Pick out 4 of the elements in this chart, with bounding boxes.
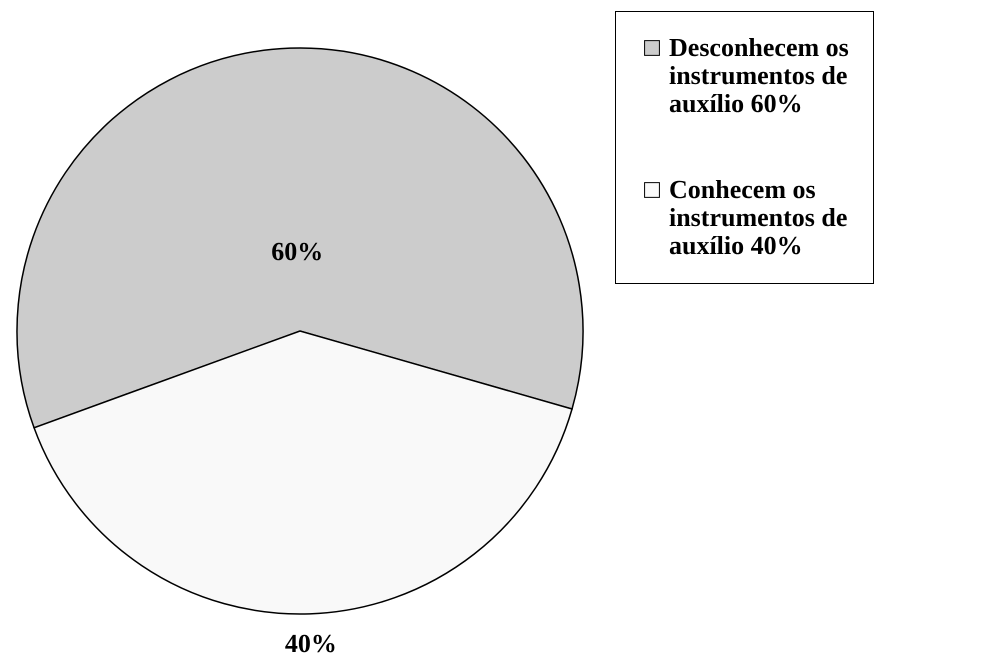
legend-label: Conhecem os instrumentos de auxílio 40%	[669, 175, 848, 260]
legend-label: Desconhecem os instrumentos de auxílio 60%	[669, 33, 849, 118]
data-label: 60%	[271, 236, 324, 266]
data-label: 40%	[284, 628, 337, 658]
